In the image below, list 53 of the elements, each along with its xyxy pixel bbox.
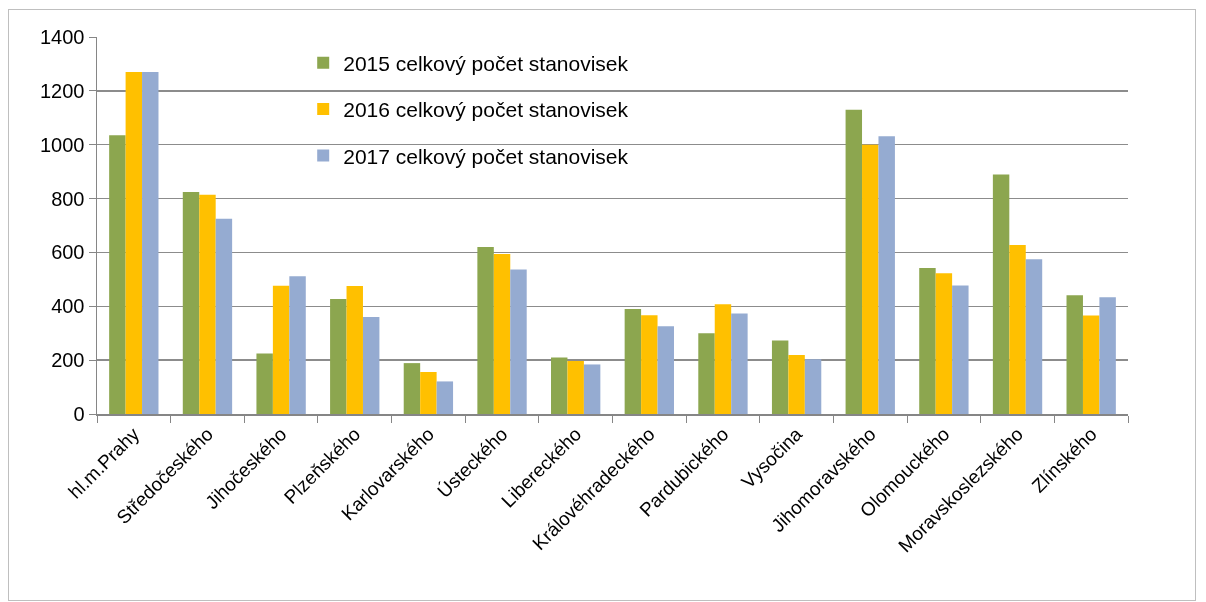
bar — [403, 363, 421, 414]
bar — [346, 286, 363, 414]
bar — [714, 304, 732, 414]
bar — [125, 72, 143, 414]
bar — [624, 308, 642, 414]
bar — [199, 194, 216, 414]
legend-label: 2017 celkový počet stanovisek — [343, 144, 629, 168]
bar — [182, 192, 200, 414]
bar — [362, 317, 380, 414]
bar — [878, 136, 895, 414]
bar — [583, 364, 601, 414]
bar — [1082, 315, 1100, 414]
y-tick-label: 600 — [51, 241, 85, 264]
bar — [804, 359, 822, 414]
y-tick-label: 400 — [51, 295, 85, 318]
bar — [1009, 244, 1026, 414]
y-tick-label: 0 — [73, 403, 85, 425]
bar — [919, 268, 936, 414]
bar — [551, 357, 568, 414]
bar — [109, 135, 126, 414]
bar — [272, 285, 290, 414]
y-tick-label: 1000 — [40, 133, 85, 156]
bar — [731, 313, 748, 414]
bar — [845, 109, 863, 414]
y-tick-label: 800 — [51, 187, 85, 210]
bar — [436, 381, 454, 414]
bar — [657, 326, 674, 414]
bar — [567, 360, 584, 414]
y-tick-label: 1400 — [40, 26, 85, 48]
y-tick-label: 200 — [51, 349, 85, 372]
bar — [788, 355, 805, 414]
bar — [698, 333, 715, 414]
bar — [330, 299, 347, 414]
bar — [992, 174, 1010, 414]
bar — [256, 353, 273, 414]
bar — [641, 315, 658, 414]
bar — [952, 285, 969, 414]
legend-label: 2016 celkový počet stanovisek — [343, 98, 629, 122]
bar — [142, 72, 159, 414]
bar — [493, 254, 511, 414]
bar — [1066, 295, 1083, 414]
bar — [510, 269, 527, 414]
bar — [935, 273, 953, 414]
bar — [477, 247, 494, 414]
bar — [420, 371, 437, 414]
bar — [215, 218, 233, 414]
bar — [289, 276, 306, 414]
bar — [862, 144, 879, 414]
bar — [1025, 259, 1043, 414]
y-tick-label: 1200 — [40, 79, 85, 102]
bar — [1099, 297, 1116, 414]
bar — [771, 340, 789, 414]
legend-label: 2015 celkový počet stanovisek — [343, 51, 629, 75]
